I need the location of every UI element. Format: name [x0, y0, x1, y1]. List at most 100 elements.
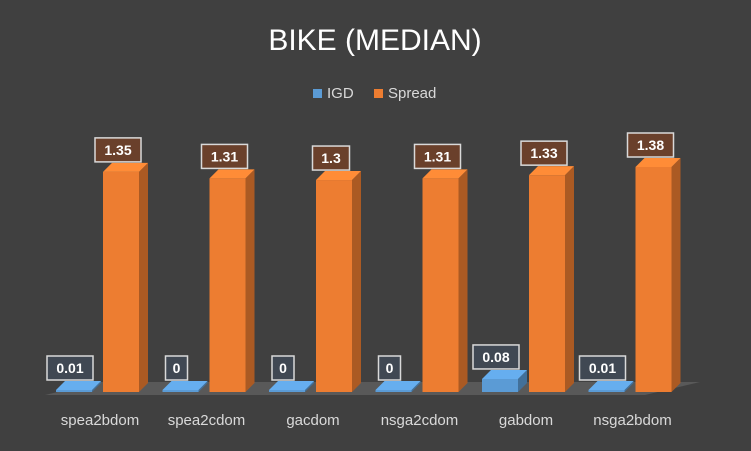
- data-label-igd-1: 0: [164, 355, 189, 381]
- bar-igd-1: [162, 381, 208, 392]
- x-tick-label-5: nsga2bdom: [593, 412, 671, 429]
- bar-spread-0-top: [103, 162, 148, 172]
- bar-spread-4: [529, 166, 574, 392]
- legend-swatch-igd: [313, 89, 322, 98]
- bar-spread-4-side: [565, 166, 574, 392]
- bar-igd-1-side: [198, 381, 208, 392]
- data-label-igd-3-text: 0: [386, 360, 394, 376]
- bar-igd-5-front: [588, 390, 625, 392]
- bar-igd-2-side: [305, 381, 314, 392]
- bar-igd-0-side: [92, 381, 101, 392]
- data-label-igd-4-text: 0.08: [482, 349, 509, 365]
- bar-spread-2-front: [316, 180, 352, 392]
- data-label-igd-0-text: 0.01: [56, 360, 83, 376]
- data-label-spread-4-box: [520, 140, 568, 166]
- data-label-spread-5-box: [626, 132, 675, 158]
- data-label-igd-1-box: [164, 355, 189, 381]
- data-label-spread-3-text: 1.31: [424, 148, 451, 164]
- bar-spread-2-side: [352, 171, 361, 392]
- data-label-igd-2-text: 0: [279, 360, 287, 376]
- bars-group: [56, 158, 681, 392]
- x-tick-label-3: nsga2cdom: [381, 412, 459, 429]
- bar-igd-3-front: [375, 390, 412, 392]
- data-label-spread-1-text: 1.31: [211, 148, 238, 164]
- data-label-igd-5-box: [578, 355, 627, 381]
- legend-swatch-spread: [374, 89, 383, 98]
- data-label-spread-2-box: [311, 145, 351, 171]
- bar-igd-3-top: [375, 381, 421, 390]
- bar-spread-4-front: [529, 175, 565, 392]
- data-label-spread-1: 1.31: [200, 143, 249, 170]
- data-label-spread-3: 1.31: [413, 143, 462, 170]
- bar-igd-3-side: [411, 381, 421, 392]
- bar-igd-4-side: [518, 369, 527, 392]
- bar-igd-2-front: [269, 390, 305, 392]
- data-label-spread-4: 1.33: [520, 140, 568, 166]
- x-tick-label-0: spea2bdom: [61, 412, 139, 429]
- bar-igd-2-top: [269, 381, 314, 390]
- bar-igd-5-top: [588, 381, 634, 390]
- data-label-igd-4-box: [472, 344, 520, 370]
- bar-igd-0-front: [56, 390, 92, 392]
- bar-spread-4-top: [529, 166, 574, 176]
- data-label-igd-3: 0: [377, 355, 402, 381]
- bar-igd-0: [56, 381, 101, 392]
- bar-spread-1-top: [209, 169, 255, 179]
- data-label-spread-0-text: 1.35: [104, 142, 131, 158]
- data-label-spread-5-text: 1.38: [637, 137, 664, 153]
- data-label-spread-0-box: [94, 137, 142, 163]
- bar-spread-3-front: [422, 178, 459, 392]
- bar-spread-1: [209, 169, 255, 392]
- bar-igd-1-top: [162, 381, 208, 390]
- bar-igd-4-front: [482, 378, 518, 392]
- data-label-spread-4-text: 1.33: [530, 145, 557, 161]
- data-label-spread-2: 1.3: [311, 145, 351, 171]
- bar-spread-1-side: [245, 169, 255, 392]
- data-label-spread-2-text: 1.3: [321, 150, 341, 166]
- chart-title: BIKE (MEDIAN): [268, 24, 481, 57]
- x-tick-label-4: gabdom: [499, 412, 553, 429]
- data-label-spread-5: 1.38: [626, 132, 675, 158]
- data-label-spread-3-box: [413, 143, 462, 170]
- data-label-igd-4: 0.08: [472, 344, 520, 370]
- bar-spread-2-top: [316, 171, 361, 181]
- data-labels-group: 1.35 0.01 1.31 0 1.3 0 1.31 0 1.33 0.08 1.38 0.01: [46, 132, 675, 381]
- bar-spread-0: [103, 162, 148, 392]
- data-label-igd-1-text: 0: [173, 360, 181, 376]
- bar-spread-0-side: [139, 162, 148, 392]
- legend: IGD Spread: [313, 85, 436, 102]
- data-label-spread-1-box: [200, 143, 249, 170]
- x-tick-label-1: spea2cdom: [168, 412, 246, 429]
- bar-spread-5: [635, 158, 681, 392]
- bar-igd-0-top: [56, 381, 101, 390]
- bar-igd-4: [482, 369, 527, 392]
- data-label-igd-0: 0.01: [46, 355, 94, 381]
- data-label-igd-3-box: [377, 355, 402, 381]
- bar-spread-2: [316, 171, 361, 392]
- bar-igd-5-side: [624, 381, 634, 392]
- data-label-igd-2-box: [271, 355, 295, 381]
- bar-spread-1-front: [209, 178, 246, 392]
- legend-label-igd: IGD: [327, 85, 354, 102]
- bar-igd-5: [588, 381, 634, 392]
- bar-spread-3-side: [458, 169, 468, 392]
- data-label-igd-2: 0: [271, 355, 295, 381]
- x-tick-label-2: gacdom: [286, 412, 339, 429]
- bar-spread-5-front: [635, 167, 672, 392]
- bar-spread-5-top: [635, 158, 681, 167]
- bar-spread-5-side: [671, 158, 681, 392]
- bar-igd-1-front: [162, 390, 199, 392]
- bar-igd-2: [269, 381, 314, 392]
- x-tick-labels-group: spea2bdom spea2cdom gacdom nsga2cdom gabdom n…: [61, 412, 672, 429]
- data-label-igd-0-box: [46, 355, 94, 381]
- data-label-igd-5-text: 0.01: [589, 360, 616, 376]
- data-label-spread-0: 1.35: [94, 137, 142, 163]
- bar-spread-3-top: [422, 169, 468, 179]
- bar-igd-3: [375, 381, 421, 392]
- data-label-igd-5: 0.01: [578, 355, 627, 381]
- bar-spread-3: [422, 169, 468, 392]
- bar-spread-0-front: [103, 171, 139, 392]
- bar-igd-4-top: [482, 369, 527, 379]
- legend-label-spread: Spread: [388, 85, 436, 102]
